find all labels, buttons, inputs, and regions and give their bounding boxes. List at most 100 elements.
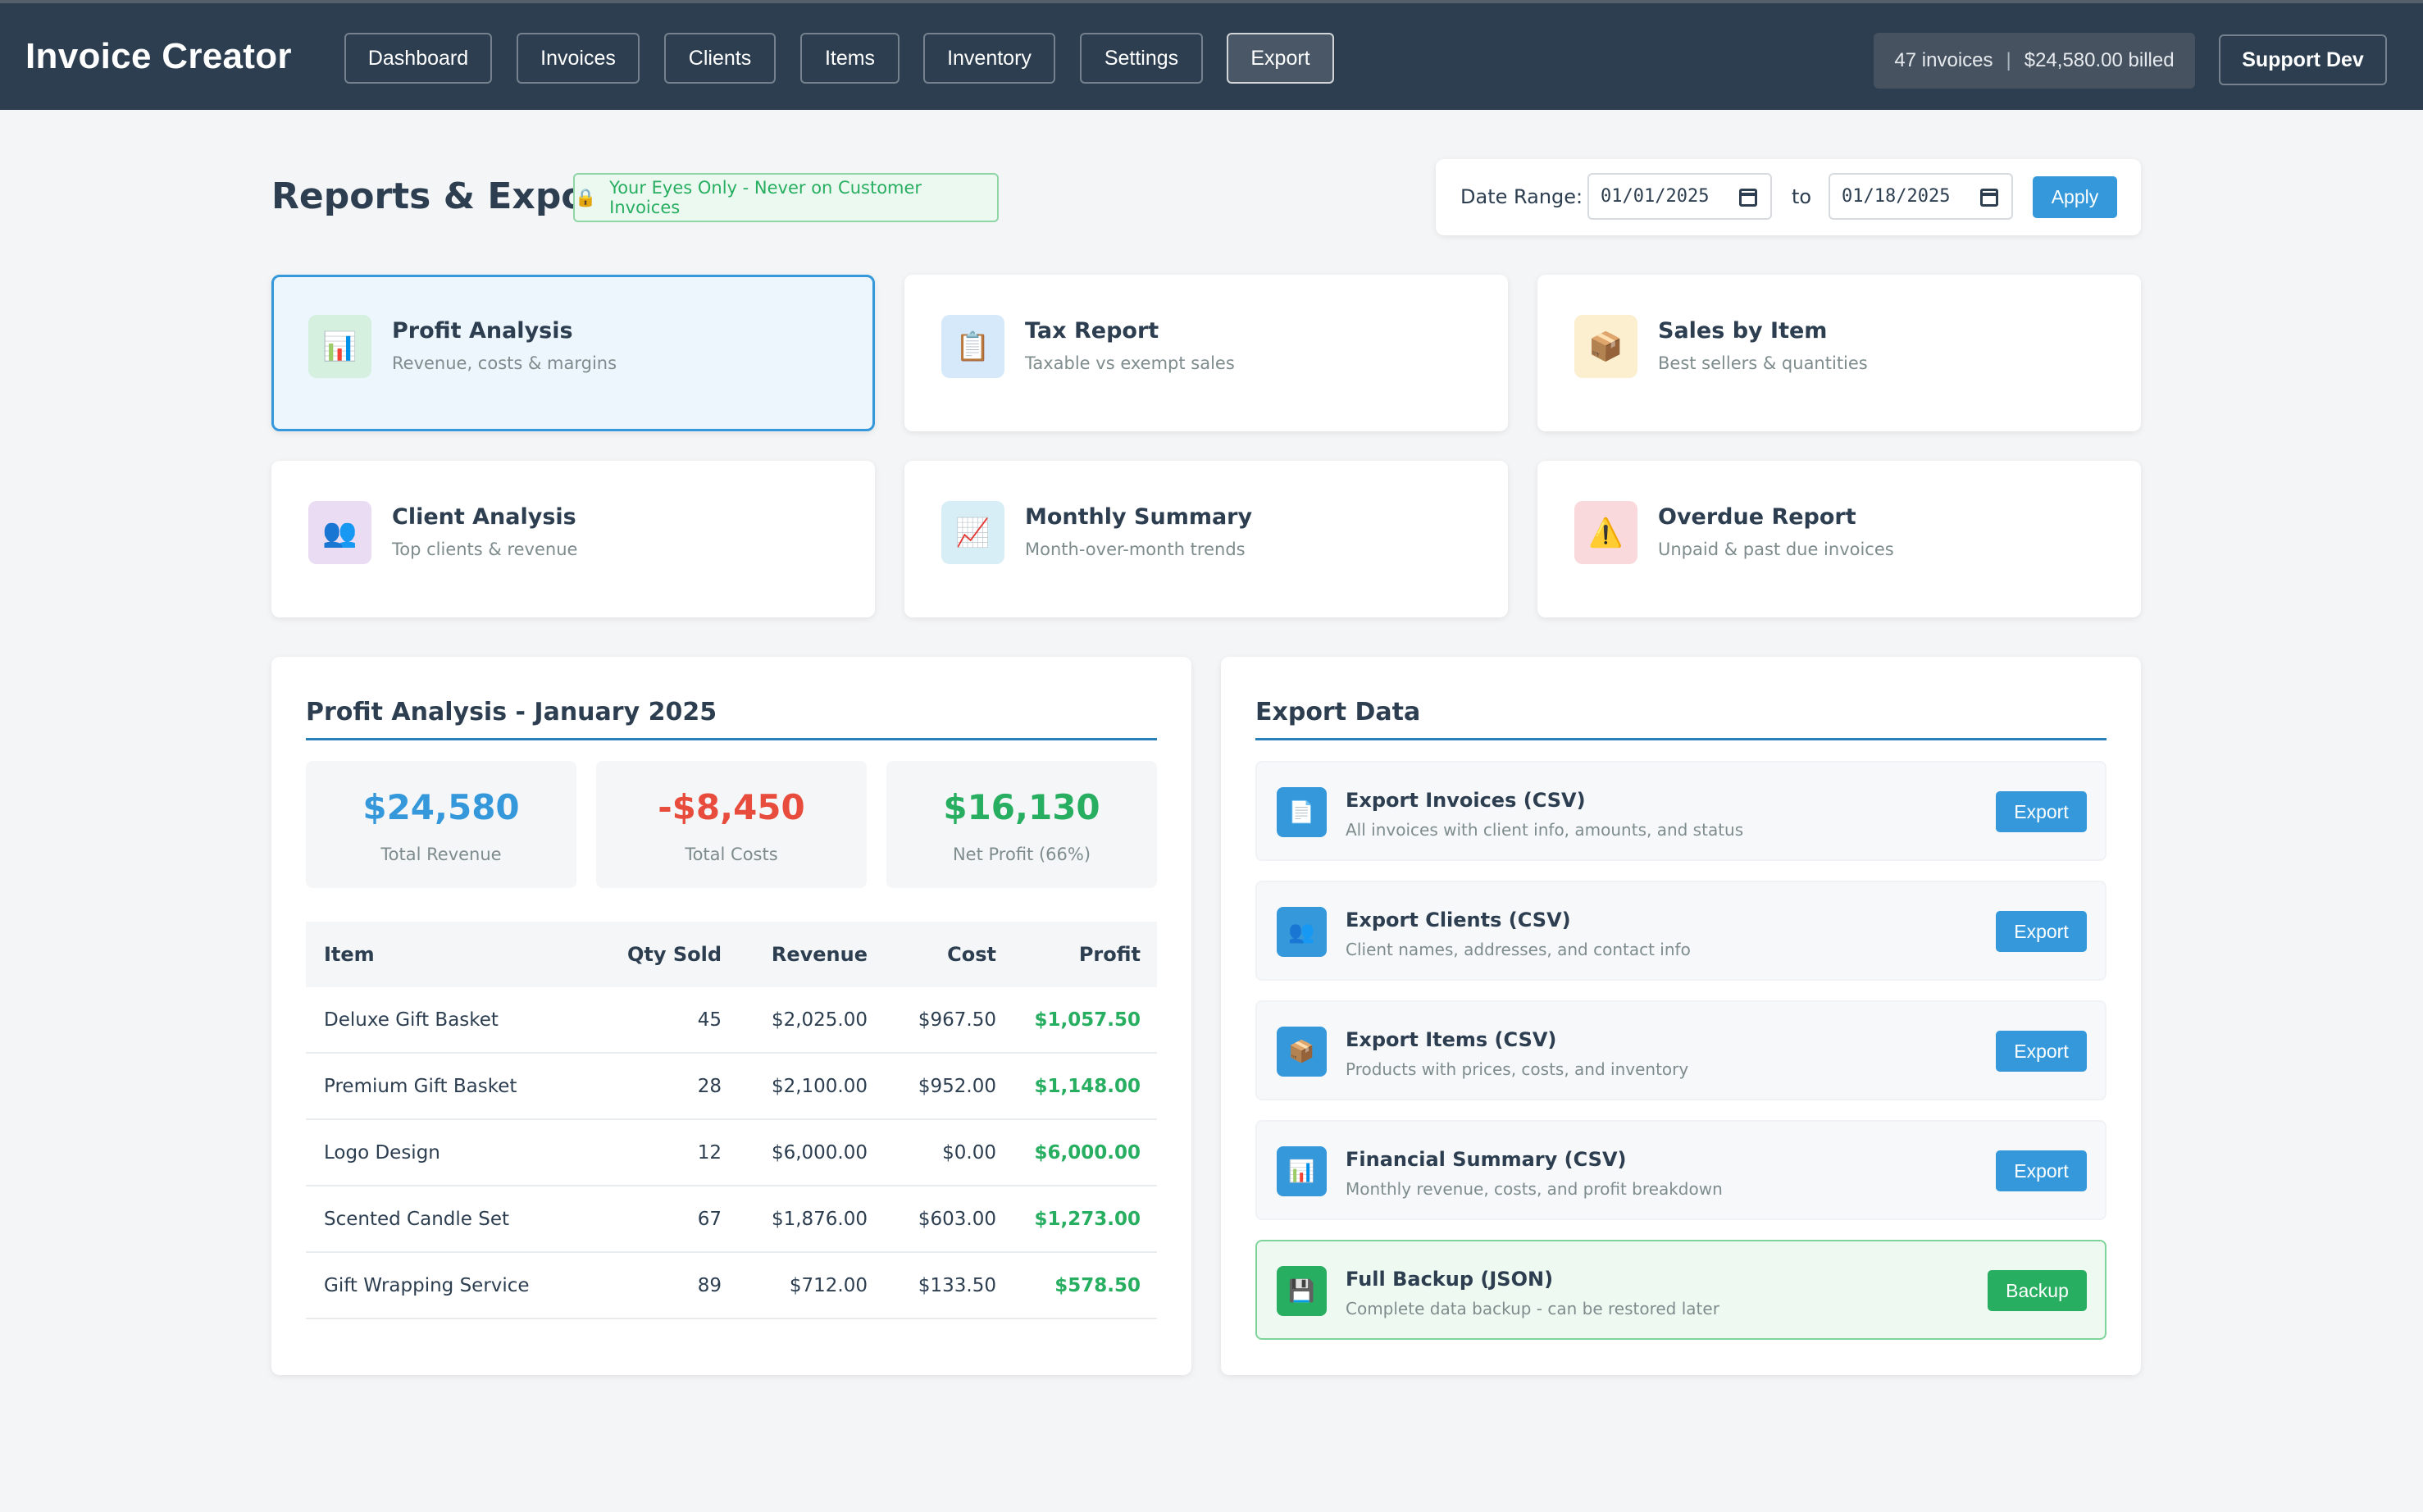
cell-profit: $6,000.00 bbox=[1034, 1141, 1141, 1164]
nav-export[interactable]: Export bbox=[1227, 33, 1334, 84]
full-backup-row: 💾 Full Backup (JSON) Complete data backup … bbox=[1255, 1240, 2106, 1340]
profit-table-header: Item Qty Sold Revenue Cost Profit bbox=[306, 922, 1157, 987]
cell-profit: $1,057.50 bbox=[1034, 1009, 1141, 1031]
export-button[interactable]: Export bbox=[1996, 791, 2087, 832]
nav-items[interactable]: Items bbox=[800, 33, 900, 84]
cell-qty: 28 bbox=[697, 1075, 722, 1097]
report-card-subtitle: Unpaid & past due invoices bbox=[1658, 540, 1894, 559]
export-row-title: Export Items (CSV) bbox=[1346, 1028, 1557, 1051]
column-header-qty: Qty Sold bbox=[626, 943, 722, 966]
export-button[interactable]: Export bbox=[1996, 911, 2087, 952]
table-row: Deluxe Gift Basket 45 $2,025.00 $967.50 $1,0… bbox=[306, 987, 1157, 1054]
date-range-card: Date Range: 01/01/2025 to 01/18/2025 App… bbox=[1436, 159, 2141, 235]
export-row-title: Export Invoices (CSV) bbox=[1346, 789, 1586, 812]
column-header-revenue: Revenue bbox=[771, 943, 868, 966]
package-icon: 📦 bbox=[1277, 1027, 1327, 1077]
export-row-title: Export Clients (CSV) bbox=[1346, 909, 1571, 931]
report-card-monthly-summary[interactable]: 📈 Monthly Summary Month-over-month trends bbox=[904, 461, 1508, 617]
export-button[interactable]: Export bbox=[1996, 1150, 2087, 1191]
date-from-value: 01/01/2025 bbox=[1601, 186, 1710, 207]
nav-settings[interactable]: Settings bbox=[1080, 33, 1203, 84]
cell-qty: 45 bbox=[697, 1009, 722, 1031]
report-card-tax-report[interactable]: 📋 Tax Report Taxable vs exempt sales bbox=[904, 275, 1508, 431]
total-revenue-value: $24,580 bbox=[362, 787, 520, 827]
page-title: Reports & Export bbox=[271, 175, 622, 217]
export-row-subtitle: Complete data backup - can be restored l… bbox=[1346, 1299, 1719, 1318]
report-card-profit-analysis[interactable]: 📊 Profit Analysis Revenue, costs & margins bbox=[271, 275, 875, 431]
report-card-overdue-report[interactable]: ⚠️ Overdue Report Unpaid & past due invoic… bbox=[1537, 461, 2141, 617]
stats-separator: | bbox=[2006, 49, 2011, 71]
total-costs-value: -$8,450 bbox=[658, 787, 805, 827]
private-badge-text: Your Eyes Only - Never on Customer Invoi… bbox=[609, 178, 922, 217]
document-icon: 📄 bbox=[1277, 787, 1327, 837]
users-icon: 👥 bbox=[1277, 907, 1327, 957]
date-to-label: to bbox=[1792, 185, 1812, 208]
export-row: 📦 Export Items (CSV) Products with prices,… bbox=[1255, 1000, 2106, 1100]
total-revenue-label: Total Revenue bbox=[380, 845, 502, 864]
date-from-input[interactable]: 01/01/2025 bbox=[1587, 173, 1772, 220]
cell-cost: $967.50 bbox=[918, 1009, 996, 1031]
app-title: Invoice Creator bbox=[25, 36, 292, 76]
export-row-subtitle: All invoices with client info, amounts, … bbox=[1346, 820, 1744, 840]
export-button[interactable]: Export bbox=[1996, 1031, 2087, 1072]
support-dev-button[interactable]: Support Dev bbox=[2219, 34, 2387, 85]
date-to-input[interactable]: 01/18/2025 bbox=[1829, 173, 2013, 220]
apply-button[interactable]: Apply bbox=[2033, 176, 2117, 218]
cell-profit: $1,148.00 bbox=[1034, 1075, 1141, 1097]
cell-revenue: $2,025.00 bbox=[771, 1009, 868, 1031]
cell-revenue: $712.00 bbox=[789, 1274, 868, 1296]
date-range-label: Date Range: bbox=[1460, 185, 1583, 208]
export-row-subtitle: Products with prices, costs, and invento… bbox=[1346, 1059, 1689, 1079]
private-badge: 🔒 Your Eyes Only - Never on Customer Inv… bbox=[573, 173, 999, 222]
export-panel-title: Export Data bbox=[1255, 698, 1421, 726]
report-card-subtitle: Top clients & revenue bbox=[392, 540, 578, 559]
backup-button[interactable]: Backup bbox=[1988, 1270, 2087, 1311]
table-row: Scented Candle Set 67 $1,876.00 $603.00 $1,2… bbox=[306, 1186, 1157, 1253]
users-icon: 👥 bbox=[308, 501, 371, 564]
nav-invoices[interactable]: Invoices bbox=[517, 33, 640, 84]
cell-cost: $133.50 bbox=[918, 1274, 996, 1296]
total-revenue-stat: $24,580 Total Revenue bbox=[306, 761, 576, 888]
lock-icon: 🔒 bbox=[575, 187, 597, 207]
nav-inventory[interactable]: Inventory bbox=[923, 33, 1055, 84]
package-icon: 📦 bbox=[1574, 315, 1637, 378]
report-card-title: Client Analysis bbox=[392, 504, 576, 530]
table-row: Premium Gift Basket 28 $2,100.00 $952.00 $1,… bbox=[306, 1054, 1157, 1120]
cell-revenue: $6,000.00 bbox=[771, 1141, 868, 1164]
export-row-title: Financial Summary (CSV) bbox=[1346, 1148, 1627, 1171]
total-costs-stat: -$8,450 Total Costs bbox=[596, 761, 867, 888]
billed-total: $24,580.00 billed bbox=[2024, 49, 2175, 71]
net-profit-stat: $16,130 Net Profit (66%) bbox=[886, 761, 1157, 888]
cell-item: Scented Candle Set bbox=[324, 1208, 510, 1230]
billing-stats: 47 invoices | $24,580.00 billed bbox=[1874, 33, 2195, 89]
report-card-sales-by-item[interactable]: 📦 Sales by Item Best sellers & quantities bbox=[1537, 275, 2141, 431]
calendar-icon[interactable] bbox=[1980, 189, 1998, 207]
report-card-subtitle: Taxable vs exempt sales bbox=[1025, 353, 1235, 373]
floppy-disk-icon: 💾 bbox=[1277, 1266, 1327, 1316]
export-row: 📊 Financial Summary (CSV) Monthly revenue,… bbox=[1255, 1120, 2106, 1220]
net-profit-value: $16,130 bbox=[943, 787, 1100, 827]
export-row: 👥 Export Clients (CSV) Client names, addre… bbox=[1255, 881, 2106, 981]
net-profit-label: Net Profit (66%) bbox=[952, 845, 1091, 864]
trend-chart-icon: 📈 bbox=[941, 501, 1004, 564]
cell-item: Gift Wrapping Service bbox=[324, 1274, 530, 1296]
top-bar: Invoice Creator Dashboard Invoices Clien… bbox=[0, 0, 2423, 110]
profit-analysis-panel: Profit Analysis - January 2025 $24,580 T… bbox=[271, 657, 1191, 1375]
date-to-value: 01/18/2025 bbox=[1842, 186, 1951, 207]
report-card-title: Profit Analysis bbox=[392, 318, 573, 344]
nav-dashboard[interactable]: Dashboard bbox=[344, 33, 492, 84]
export-row-subtitle: Monthly revenue, costs, and profit break… bbox=[1346, 1179, 1723, 1199]
nav-clients[interactable]: Clients bbox=[664, 33, 776, 84]
report-card-subtitle: Best sellers & quantities bbox=[1658, 353, 1868, 373]
report-card-client-analysis[interactable]: 👥 Client Analysis Top clients & revenue bbox=[271, 461, 875, 617]
report-card-title: Sales by Item bbox=[1658, 318, 1828, 344]
cell-qty: 67 bbox=[697, 1208, 722, 1230]
calendar-icon[interactable] bbox=[1739, 189, 1757, 207]
table-row: Gift Wrapping Service 89 $712.00 $133.50 $57… bbox=[306, 1253, 1157, 1319]
cell-cost: $0.00 bbox=[942, 1141, 996, 1164]
total-costs-label: Total Costs bbox=[685, 845, 778, 864]
profit-panel-title: Profit Analysis - January 2025 bbox=[306, 698, 717, 726]
bar-chart-icon: 📊 bbox=[308, 315, 371, 378]
cell-cost: $952.00 bbox=[918, 1075, 996, 1097]
invoice-count: 47 invoices bbox=[1894, 49, 1993, 71]
